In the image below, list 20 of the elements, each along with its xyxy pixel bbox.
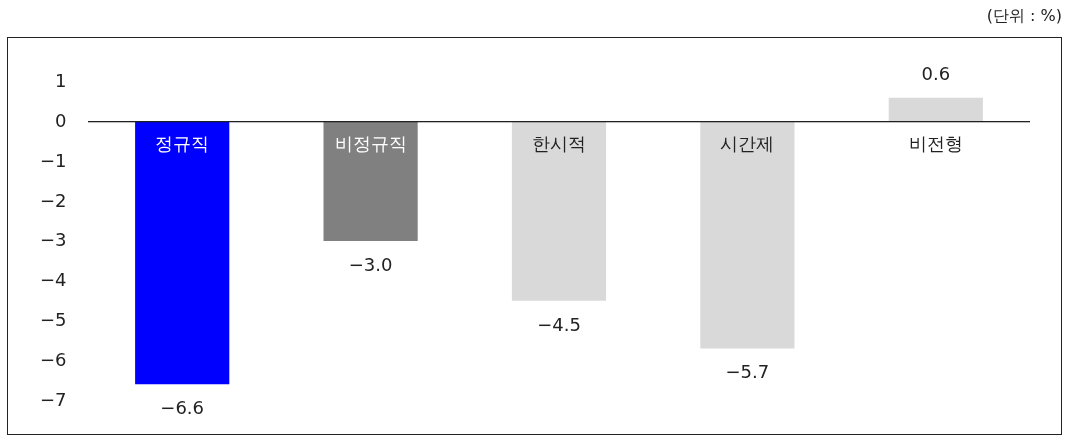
y-tick-label: −7 bbox=[39, 388, 67, 410]
y-tick-label: −4 bbox=[39, 269, 67, 291]
y-tick-label: −3 bbox=[39, 229, 67, 251]
data-label: −4.5 bbox=[537, 313, 581, 335]
y-tick-label: −6 bbox=[39, 348, 67, 370]
data-label: −5.7 bbox=[725, 361, 770, 383]
data-label: −3.0 bbox=[348, 253, 393, 275]
y-tick-label: −5 bbox=[39, 309, 67, 331]
data-label: 0.6 bbox=[921, 62, 951, 84]
y-tick-label: 1 bbox=[55, 70, 67, 92]
x-tick-label: 시간제 bbox=[720, 132, 775, 154]
x-tick-label: 정규직 bbox=[155, 132, 210, 154]
y-tick-label: −1 bbox=[39, 149, 67, 171]
y-tick-label: 0 bbox=[55, 110, 67, 132]
x-tick-label: 비전형 bbox=[908, 132, 963, 154]
y-tick-label: −2 bbox=[39, 189, 67, 211]
text: (단위 : %) bbox=[986, 6, 1062, 27]
x-tick-label: 한시적 bbox=[532, 132, 586, 154]
data-label: −6.6 bbox=[160, 397, 205, 419]
x-tick-label: 비정규직 bbox=[334, 132, 407, 154]
